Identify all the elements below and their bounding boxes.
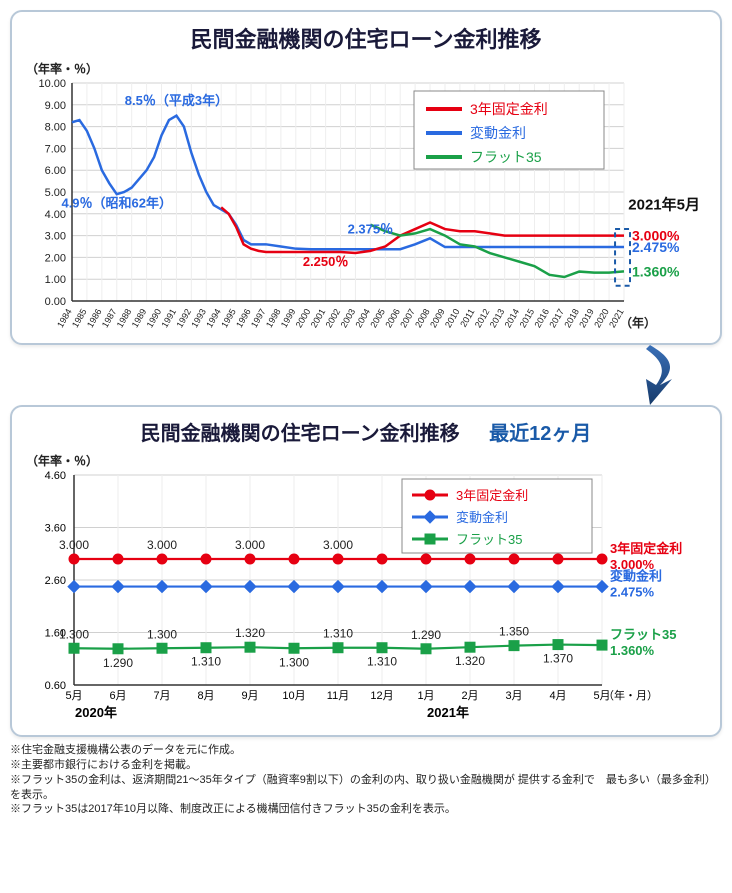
svg-text:5月: 5月 — [65, 690, 82, 702]
chart2-end-value: 2.475% — [610, 585, 655, 600]
svg-text:10.00: 10.00 — [38, 78, 66, 90]
chart2-value-label: 1.290 — [411, 628, 441, 642]
chart1-end-value: 1.360% — [632, 263, 680, 279]
chart2-legend-label: フラット35 — [456, 532, 522, 547]
svg-text:4.60: 4.60 — [45, 470, 66, 482]
svg-text:8月: 8月 — [197, 690, 214, 702]
footnote-line: ※主要都市銀行における金利を掲載。 — [10, 758, 722, 773]
svg-text:2月: 2月 — [461, 690, 478, 702]
chart2-value-label: 1.350 — [499, 625, 529, 639]
svg-text:2021年: 2021年 — [427, 705, 469, 720]
svg-text:4月: 4月 — [549, 690, 566, 702]
footnotes-block: ※住宅金融支援機構公表のデータを元に作成。※主要都市銀行における金利を掲載。※フ… — [10, 743, 722, 817]
chart2-value-label: 3.000 — [59, 538, 89, 552]
chart2-end-value: 1.360% — [610, 643, 655, 658]
chart1-annotation: 8.5％（平成3年） — [125, 93, 228, 108]
svg-text:2.60: 2.60 — [45, 575, 66, 587]
svg-text:（年・月）: （年・月） — [603, 688, 658, 702]
chart2-plot-area: 0.601.602.603.604.605月6月7月8月9月10月11月12月1… — [26, 469, 706, 729]
svg-text:0.00: 0.00 — [45, 296, 66, 308]
chart2-value-label: 3.000 — [147, 538, 177, 552]
svg-text:11月: 11月 — [327, 690, 349, 702]
chart1-annotation: 4.9％（昭和62年） — [61, 195, 172, 210]
chart2-value-label: 1.320 — [235, 626, 265, 640]
chart2-legend-label: 3年固定金利 — [456, 488, 528, 503]
chart2-svg: 0.601.602.603.604.605月6月7月8月9月10月11月12月1… — [26, 469, 702, 729]
chart2-subtitle: 最近12ヶ月 — [489, 423, 591, 445]
chart1-annotation: 2.375％ — [348, 221, 394, 236]
chart1-legend-label: 3年固定金利 — [470, 101, 548, 117]
chart2-value-label: 1.290 — [103, 656, 133, 670]
chart2-value-label: 1.370 — [543, 652, 573, 666]
chart1-title: 民間金融機関の住宅ローン金利推移 — [26, 22, 706, 54]
connector-arrow-svg — [10, 345, 722, 405]
svg-text:6.00: 6.00 — [45, 165, 66, 177]
chart1-end-date-label: 2021年5月 — [628, 195, 700, 213]
chart2-value-label: 1.300 — [59, 627, 89, 641]
svg-text:9.00: 9.00 — [45, 100, 66, 112]
footnote-line: ※住宅金融支援機構公表のデータを元に作成。 — [10, 743, 722, 758]
chart1-end-value: 2.475% — [632, 239, 680, 255]
chart2-value-label: 1.310 — [323, 627, 353, 641]
svg-text:8.00: 8.00 — [45, 122, 66, 134]
chart2-legend-label: 変動金利 — [456, 510, 508, 525]
svg-text:1.00: 1.00 — [45, 274, 66, 286]
svg-text:0.60: 0.60 — [45, 680, 66, 692]
footnote-line: ※フラット35は2017年10月以降、制度改正による機構団信付きフラット35の金… — [10, 802, 722, 817]
svg-text:6月: 6月 — [109, 690, 126, 702]
chart2-y-axis-label: （年率・％） — [26, 452, 706, 469]
footnote-line: ※フラット35の金利は、返済期間21〜35年タイプ（融資率9割以下）の金利の内、… — [10, 773, 722, 803]
chart-panel-recent-12m: 民間金融機関の住宅ローン金利推移 最近12ヶ月 （年率・％） 0.601.602… — [10, 405, 722, 737]
chart2-title-row: 民間金融機関の住宅ローン金利推移 最近12ヶ月 — [26, 417, 706, 446]
chart2-value-label: 1.300 — [279, 655, 309, 669]
svg-text:7月: 7月 — [153, 690, 170, 702]
svg-text:12月: 12月 — [370, 690, 393, 702]
chart-panel-long-term: 民間金融機関の住宅ローン金利推移 （年率・％） 0.00 1.00 2.00 3.00… — [10, 10, 722, 345]
chart1-annotation: 2.250％ — [303, 254, 349, 269]
chart2-value-label: 1.310 — [367, 655, 397, 669]
svg-text:2020年: 2020年 — [75, 705, 117, 720]
chart1-legend-label: 変動金利 — [470, 125, 526, 141]
chart2-end-name: 変動金利 — [610, 569, 662, 584]
chart1-y-axis-label: （年率・％） — [26, 60, 706, 77]
chart2-value-label: 1.300 — [147, 627, 177, 641]
callout-arrow-icon — [646, 345, 672, 405]
chart1-svg: 0.001.002.003.004.005.006.007.008.009.00… — [26, 77, 702, 337]
svg-text:2010: 2010 — [443, 307, 462, 329]
chart2-end-name: 3年固定金利 — [610, 541, 682, 556]
svg-text:3.00: 3.00 — [45, 231, 66, 243]
chart2-title: 民間金融機関の住宅ローン金利推移 — [141, 423, 460, 445]
svg-text:（年）: （年） — [620, 315, 656, 330]
svg-text:2.00: 2.00 — [45, 252, 66, 264]
connector-arrow-region — [10, 345, 722, 405]
svg-text:3.60: 3.60 — [45, 523, 66, 535]
chart2-value-label: 3.000 — [323, 538, 353, 552]
svg-text:4.00: 4.00 — [45, 209, 66, 221]
svg-text:3月: 3月 — [505, 690, 522, 702]
chart2-value-label: 3.000 — [235, 538, 265, 552]
chart1-legend-label: フラット35 — [470, 149, 542, 165]
chart2-end-name: フラット35 — [610, 627, 676, 642]
chart2-value-label: 1.320 — [455, 654, 485, 668]
svg-text:9月: 9月 — [241, 690, 258, 702]
svg-text:7.00: 7.00 — [45, 143, 66, 155]
svg-text:1月: 1月 — [417, 690, 434, 702]
svg-text:10月: 10月 — [282, 690, 305, 702]
chart1-plot-area: 0.001.002.003.004.005.006.007.008.009.00… — [26, 77, 706, 337]
chart2-value-label: 1.310 — [191, 655, 221, 669]
